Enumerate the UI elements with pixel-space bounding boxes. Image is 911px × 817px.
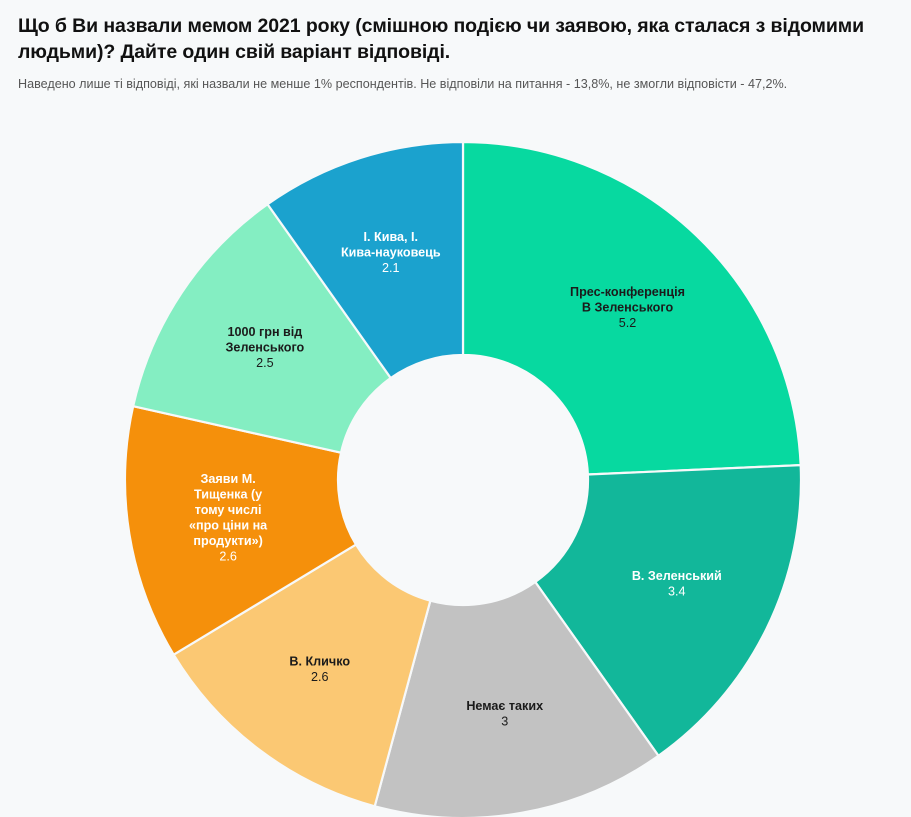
donut-slice-label: В. Зеленський 3.4 — [632, 569, 722, 599]
donut-slice[interactable] — [373, 580, 660, 817]
donut-chart: Прес-конференція В Зеленського 5.2 В. Зелен… — [0, 125, 911, 817]
slice-label-value: 2.5 — [256, 356, 274, 370]
slice-label-name: В. Зеленський — [632, 569, 722, 583]
slice-label-value: 2.1 — [382, 261, 400, 275]
donut-slice[interactable] — [132, 203, 392, 454]
slice-label-name: 1000 грн від — [228, 325, 303, 339]
slice-label-name: В. Кличко — [289, 655, 350, 669]
donut-slice[interactable] — [123, 405, 358, 656]
slice-label-name: Прес-конференція — [570, 285, 685, 299]
chart-subtitle: Наведено лише ті відповіді, які назвали … — [18, 77, 788, 92]
slice-label-name: тому числі — [195, 503, 262, 517]
slice-label-name: Зеленського — [226, 340, 305, 354]
chart-title: Що б Ви назвали мемом 2021 року (смішною… — [18, 15, 864, 63]
slice-label-name: В Зеленського — [582, 300, 674, 314]
slice-label-name: «про ціни на — [189, 518, 268, 532]
slice-label-value: 2.6 — [311, 670, 329, 684]
chart-header: Що б Ви назвали мемом 2021 року (смішною… — [0, 0, 911, 94]
slice-label-value: 2.6 — [219, 549, 237, 563]
slice-label-name: Тищенка (у — [194, 487, 262, 501]
donut-slices — [123, 140, 803, 817]
donut-slice-label: Заяви М.Тищенка (у тому числі«про ціни на… — [189, 472, 268, 564]
donut-slice[interactable] — [266, 140, 465, 380]
slice-label-name: продукти») — [193, 534, 262, 548]
donut-slice[interactable] — [534, 464, 803, 757]
donut-slice[interactable] — [461, 140, 802, 476]
slice-label-name: Немає таких — [466, 699, 543, 713]
donut-slice[interactable] — [172, 543, 432, 808]
slice-label-value: 3 — [501, 714, 508, 728]
slice-label-value: 5.2 — [619, 316, 637, 330]
slice-label-value: 3.4 — [668, 585, 686, 599]
slice-label-name: Кива-науковець — [341, 246, 441, 260]
slice-label-name: І. Кива, І. — [364, 230, 419, 244]
slice-label-name: Заяви М. — [200, 472, 255, 486]
